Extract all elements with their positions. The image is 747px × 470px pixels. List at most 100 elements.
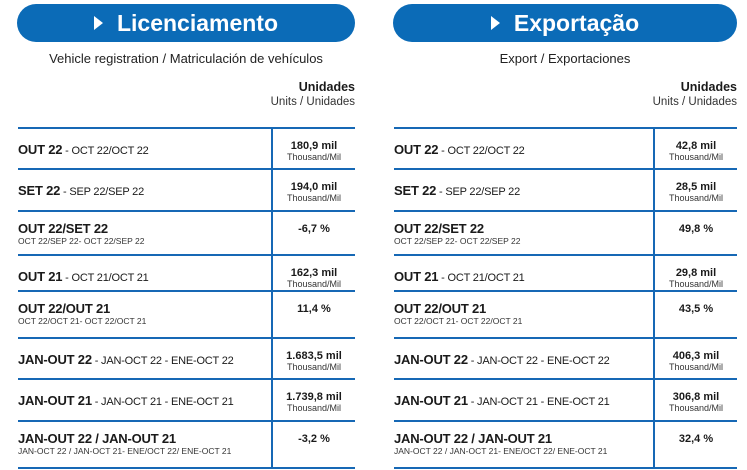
unit-text: Thousand/Mil — [668, 193, 724, 203]
period-translation: JAN-OCT 22 / JAN-OCT 21- ENE/OCT 22/ ENE… — [18, 446, 232, 456]
value-text: 306,8 mil — [672, 391, 720, 403]
table-row: JAN-OUT 22 / JAN-OUT 21 JAN-OCT 22 / JAN… — [18, 422, 355, 469]
period-translation: OCT 22/SEP 22- OCT 22/SEP 22 — [18, 236, 145, 246]
units-header: Unidades Units / Unidades — [393, 80, 737, 109]
period-translation: - OCT 22/OCT 22 — [62, 145, 149, 157]
row-value: 11,4 % — [273, 292, 355, 337]
value-text: 194,0 mil — [290, 181, 338, 193]
value-text: -6,7 % — [298, 223, 330, 235]
period-label: OUT 22/SET 22 — [18, 221, 108, 236]
table-row: OUT 22/SET 22 OCT 22/SEP 22- OCT 22/SEP … — [18, 212, 355, 256]
period-translation: - OCT 22/OCT 22 — [438, 145, 525, 157]
table-row: OUT 22/SET 22 OCT 22/SEP 22- OCT 22/SEP … — [394, 212, 737, 256]
period-label: JAN-OUT 21 — [18, 393, 92, 408]
row-label: OUT 22 - OCT 22/OCT 22 — [18, 129, 273, 168]
period-translation: OCT 22/OCT 21- OCT 22/OCT 21 — [394, 316, 523, 326]
row-label: OUT 22 - OCT 22/OCT 22 — [394, 129, 655, 168]
table-row: OUT 22 - OCT 22/OCT 22 42,8 mil Thousand… — [394, 129, 737, 170]
row-value: 42,8 mil Thousand/Mil — [655, 129, 737, 168]
table-row: OUT 21 - OCT 21/OCT 21 29,8 mil Thousand… — [394, 256, 737, 292]
row-value: 180,9 mil Thousand/Mil — [273, 129, 355, 168]
period-label: SET 22 — [18, 183, 61, 198]
table-row: JAN-OUT 21 - JAN-OCT 21 - ENE-OCT 21 306… — [394, 380, 737, 422]
units-header: Unidades Units / Unidades — [17, 80, 355, 109]
row-label: JAN-OUT 22 - JAN-OCT 22 - ENE-OCT 22 — [18, 339, 273, 378]
period-label: OUT 22 — [18, 142, 63, 157]
table-row: JAN-OUT 22 - JAN-OCT 22 - ENE-OCT 22 1.6… — [18, 339, 355, 380]
table-row: OUT 21 - OCT 21/OCT 21 162,3 mil Thousan… — [18, 256, 355, 292]
units-subtitle: Units / Unidades — [652, 96, 737, 108]
row-label: OUT 22/SET 22 OCT 22/SEP 22- OCT 22/SEP … — [394, 212, 655, 254]
section-subtitle: Vehicle registration / Matriculación de … — [49, 51, 323, 66]
unit-text: Thousand/Mil — [286, 403, 342, 413]
row-value: 49,8 % — [655, 212, 737, 254]
row-value: 194,0 mil Thousand/Mil — [273, 170, 355, 210]
table-row: OUT 22 - OCT 22/OCT 22 180,9 mil Thousan… — [18, 129, 355, 170]
period-translation: - JAN-OCT 21 - ENE-OCT 21 — [91, 396, 234, 408]
period-label: OUT 22/OUT 21 — [18, 301, 111, 316]
row-label: OUT 21 - OCT 21/OCT 21 — [18, 256, 273, 290]
value-text: 49,8 % — [678, 223, 714, 235]
row-value: 1.739,8 mil Thousand/Mil — [273, 380, 355, 420]
value-text: 28,5 mil — [675, 181, 717, 193]
period-label: OUT 22 — [394, 142, 439, 157]
value-text: 43,5 % — [678, 303, 714, 315]
unit-text: Thousand/Mil — [668, 152, 724, 162]
play-triangle-icon — [490, 16, 500, 30]
section-header: Exportação — [393, 4, 737, 42]
unit-text: Thousand/Mil — [286, 152, 342, 162]
value-text: 180,9 mil — [290, 140, 338, 152]
exportacao-panel: Exportação Export / Exportaciones Unidad… — [393, 0, 737, 469]
period-translation: OCT 22/OCT 21- OCT 22/OCT 21 — [18, 316, 147, 326]
row-value: 306,8 mil Thousand/Mil — [655, 380, 737, 420]
units-title: Unidades — [298, 80, 355, 94]
stats-table: OUT 22 - OCT 22/OCT 22 180,9 mil Thousan… — [18, 127, 355, 469]
row-label: JAN-OUT 22 - JAN-OCT 22 - ENE-OCT 22 — [394, 339, 655, 378]
licenciamento-panel: Licenciamento Vehicle registration / Mat… — [17, 0, 355, 469]
period-translation: - JAN-OCT 22 - ENE-OCT 22 — [467, 355, 610, 367]
section-subtitle: Export / Exportaciones — [499, 51, 631, 66]
section-title: Licenciamento — [116, 9, 279, 36]
period-label: JAN-OUT 21 — [394, 393, 468, 408]
row-value: 32,4 % — [655, 422, 737, 467]
value-text: -3,2 % — [298, 433, 330, 445]
row-value: 162,3 mil Thousand/Mil — [273, 256, 355, 290]
period-translation: JAN-OCT 22 / JAN-OCT 21- ENE/OCT 22/ ENE… — [394, 446, 608, 456]
row-value: 28,5 mil Thousand/Mil — [655, 170, 737, 210]
units-subtitle: Units / Unidades — [270, 96, 355, 108]
period-label: SET 22 — [394, 183, 437, 198]
unit-text: Thousand/Mil — [286, 193, 342, 203]
units-title: Unidades — [680, 80, 737, 94]
row-label: OUT 22/OUT 21 OCT 22/OCT 21- OCT 22/OCT … — [18, 292, 273, 337]
value-text: 1.739,8 mil — [286, 391, 342, 403]
section-header: Licenciamento — [17, 4, 355, 42]
value-text: 32,4 % — [678, 433, 714, 445]
period-translation: - SEP 22/SEP 22 — [60, 186, 144, 198]
row-value: 1.683,5 mil Thousand/Mil — [273, 339, 355, 378]
unit-text: Thousand/Mil — [286, 362, 342, 372]
row-value: 406,3 mil Thousand/Mil — [655, 339, 737, 378]
period-label: OUT 21 — [18, 269, 63, 284]
unit-text: Thousand/Mil — [668, 279, 724, 289]
value-text: 162,3 mil — [290, 267, 338, 279]
period-label: JAN-OUT 22 — [394, 352, 468, 367]
period-label: OUT 22/OUT 21 — [394, 301, 487, 316]
table-row: JAN-OUT 21 - JAN-OCT 21 - ENE-OCT 21 1.7… — [18, 380, 355, 422]
period-translation: - OCT 21/OCT 21 — [62, 272, 149, 284]
period-label: JAN-OUT 22 / JAN-OUT 21 — [18, 431, 176, 446]
row-value: 29,8 mil Thousand/Mil — [655, 256, 737, 290]
period-translation: - JAN-OCT 21 - ENE-OCT 21 — [467, 396, 610, 408]
row-value: 43,5 % — [655, 292, 737, 337]
table-row: OUT 22/OUT 21 OCT 22/OCT 21- OCT 22/OCT … — [394, 292, 737, 339]
row-label: OUT 21 - OCT 21/OCT 21 — [394, 256, 655, 290]
section-title: Exportação — [513, 9, 640, 36]
play-triangle-icon — [93, 16, 103, 30]
table-row: SET 22 - SEP 22/SEP 22 28,5 mil Thousand… — [394, 170, 737, 212]
period-translation: OCT 22/SEP 22- OCT 22/SEP 22 — [394, 236, 521, 246]
period-label: JAN-OUT 22 / JAN-OUT 21 — [394, 431, 552, 446]
row-label: JAN-OUT 22 / JAN-OUT 21 JAN-OCT 22 / JAN… — [18, 422, 273, 467]
table-row: JAN-OUT 22 / JAN-OUT 21 JAN-OCT 22 / JAN… — [394, 422, 737, 469]
unit-text: Thousand/Mil — [668, 403, 724, 413]
row-label: SET 22 - SEP 22/SEP 22 — [18, 170, 273, 210]
value-text: 42,8 mil — [675, 140, 717, 152]
